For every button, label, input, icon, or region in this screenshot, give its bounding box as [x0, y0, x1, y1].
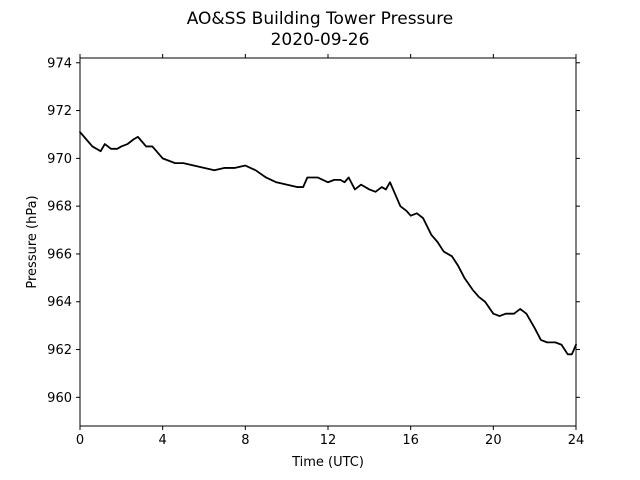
plot-frame: [79, 57, 577, 427]
y-tick-label-5: 970: [47, 152, 72, 167]
x-tick-label-3: 12: [320, 433, 337, 448]
y-tick-label-2: 964: [47, 295, 72, 310]
series-group: [79, 131, 577, 356]
y-tick-label-6: 972: [47, 104, 72, 119]
y-tick-label-7: 974: [47, 56, 72, 71]
series-line-0: [79, 131, 577, 356]
y-tick-label-4: 968: [47, 200, 72, 215]
x-tick-label-5: 20: [485, 433, 502, 448]
x-tick-label-6: 24: [568, 433, 585, 448]
x-tick-label-0: 0: [76, 433, 84, 448]
x-tick-label-2: 8: [241, 433, 249, 448]
y-tick-label-0: 960: [47, 391, 72, 406]
chart-subtitle: 2020-09-26: [271, 30, 370, 50]
y-tick-label-1: 962: [47, 343, 72, 358]
x-tick-label-1: 4: [159, 433, 167, 448]
y-tick-label-3: 966: [47, 247, 72, 262]
x-axis-label: Time (UTC): [291, 455, 364, 470]
chart-title: AO&SS Building Tower Pressure: [187, 9, 454, 29]
x-tick-label-4: 16: [402, 433, 419, 448]
axis-ticks: 0 4 8 12 16 20 24 960 962 964 966 968 970 972 974: [47, 54, 584, 448]
y-axis-label: Pressure (hPa): [25, 195, 40, 288]
